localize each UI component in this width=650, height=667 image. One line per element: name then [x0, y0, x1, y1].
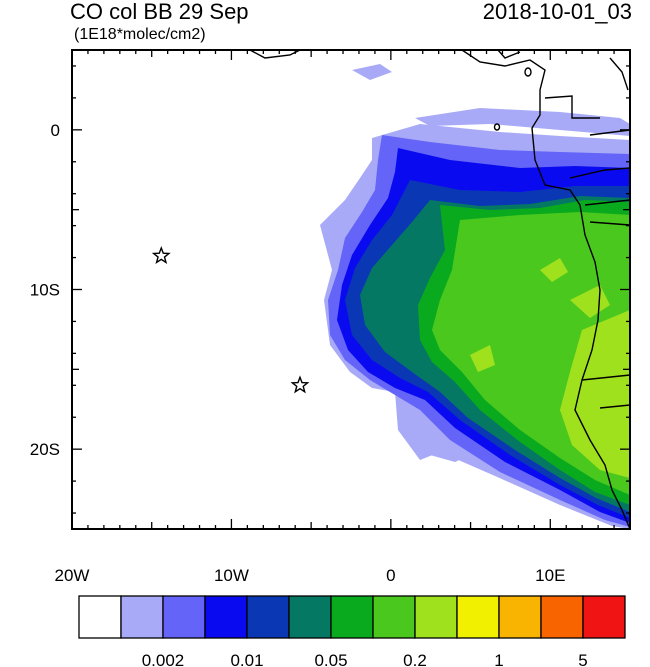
iberia-coast: [249, 50, 301, 59]
colorbar-box: [456, 595, 500, 639]
colorbar-box: [330, 595, 374, 639]
co-contour-0.5: [560, 310, 630, 478]
colorbar-label: 0.05: [314, 651, 347, 667]
x-tick-label: 10E: [535, 566, 565, 585]
chart-timestamp: 2018-10-01_03: [482, 0, 632, 24]
chart-title: CO col BB 29 Sep: [70, 0, 249, 24]
star-marker: [290, 375, 310, 394]
y-tick-label: 20S: [30, 440, 60, 459]
colorbar-box: [498, 595, 542, 639]
country-border-4: [584, 199, 630, 206]
colorbar-box: [414, 595, 458, 639]
colorbar: 0.002 0.01 0.05 0.2 1 5: [78, 595, 626, 667]
y-tick-label: 0: [51, 121, 60, 140]
co-contour-0.002-south: [398, 392, 470, 462]
y-tick-label: 10S: [30, 281, 60, 300]
co-contour-0.5-b: [540, 258, 568, 282]
country-border-5: [589, 221, 630, 226]
country-border-1: [544, 95, 600, 119]
island-1: [524, 67, 532, 77]
axis-labels: 20W 10W 0 10E 0 10S 20S: [30, 121, 566, 585]
colorbar-label: 0.002: [142, 651, 185, 667]
co-contour-0.002-north: [415, 108, 630, 136]
colorbar-box: [78, 595, 122, 639]
co-contour-0.5-d: [470, 345, 495, 372]
colorbar-box: [372, 595, 416, 639]
colorbar-box: [288, 595, 332, 639]
country-border-7: [599, 404, 630, 409]
colorbar-box: [582, 595, 626, 639]
colorbar-box: [540, 595, 584, 639]
colorbar-box: [204, 595, 248, 639]
star-marker: [151, 246, 171, 265]
station-markers: [151, 246, 310, 394]
x-tick-label: 0: [386, 566, 395, 585]
colorbar-box: [120, 595, 164, 639]
country-border-6: [581, 374, 630, 381]
colorbar-label: 0.01: [230, 651, 263, 667]
x-tick-label: 10W: [214, 566, 249, 585]
colorbar-label: 5: [578, 651, 587, 667]
colorbar-box: [246, 595, 290, 639]
axis-ticks: [71, 49, 631, 530]
colorbar-label: 1: [494, 651, 503, 667]
co-contour-0.002-nw: [352, 64, 392, 80]
country-border-9: [497, 50, 521, 59]
colorbar-label: 0.2: [403, 651, 427, 667]
x-tick-label: 20W: [55, 566, 90, 585]
island-2: [493, 123, 501, 131]
country-border-3: [569, 167, 630, 179]
units-subtitle: (1E18*molec/cm2): [74, 26, 206, 43]
country-border-8: [609, 57, 629, 91]
coastline: [249, 50, 630, 529]
country-border-2: [589, 129, 630, 136]
colorbar-box: [162, 595, 206, 639]
africa-coast: [461, 50, 630, 529]
co-field: [320, 64, 630, 529]
